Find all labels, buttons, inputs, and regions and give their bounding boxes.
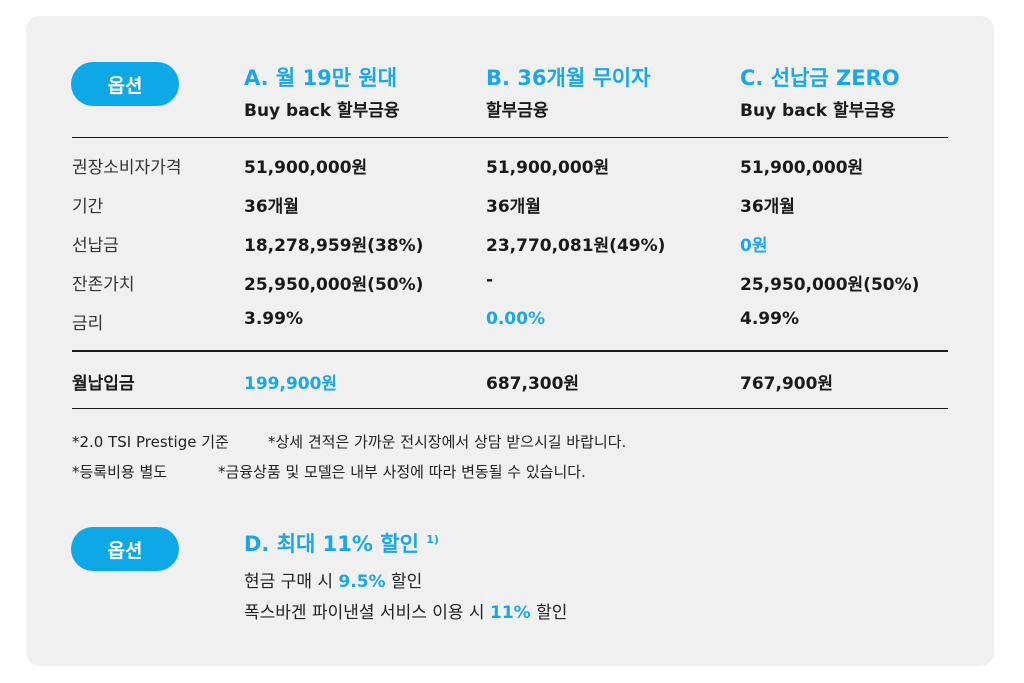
table-cell: 23,770,081원(49%) xyxy=(486,236,666,256)
table-cell: 0원 xyxy=(740,236,768,256)
discount-cash-line: 현금 구매 시 9.5% 할인 xyxy=(244,567,422,592)
table-cell: 36개월 xyxy=(486,197,541,217)
footnote-marker: 1) xyxy=(426,533,439,546)
note-consult: *상세 견적은 가까운 전시장에서 상담 받으시길 바랍니다. xyxy=(268,433,627,451)
table-cell: 18,278,959원(38%) xyxy=(244,236,424,256)
row-label-price: 권장소비자가격 xyxy=(72,158,182,178)
table-cell: - xyxy=(486,270,494,290)
table-cell: 4.99% xyxy=(740,309,799,329)
row-label-residual: 잔존가치 xyxy=(72,275,135,295)
discount-finance-text: 폭스바겐 파이낸셜 서비스 이용 시 xyxy=(244,603,490,623)
note-registration: *등록비용 별도 xyxy=(72,463,168,481)
note-model: *2.0 TSI Prestige 기준 xyxy=(72,433,229,451)
row-label-interest: 금리 xyxy=(72,314,104,334)
table-cell: 51,900,000원 xyxy=(740,158,864,178)
table-top-divider xyxy=(72,137,948,138)
table-cell: 25,950,000원(50%) xyxy=(740,275,920,295)
monthly-payment-a: 199,900원 xyxy=(244,374,338,394)
table-cell: 0.00% xyxy=(486,309,545,329)
option-c-title: C. 선납금 ZERO xyxy=(740,66,900,90)
discount-cash-rate: 9.5% xyxy=(338,572,386,592)
table-cell: 51,900,000원 xyxy=(486,158,610,178)
option-a-title: A. 월 19만 원대 xyxy=(244,66,398,90)
table-cell: 36개월 xyxy=(244,197,299,217)
option-b-title: B. 36개월 무이자 xyxy=(486,66,651,90)
discount-cash-suffix: 할인 xyxy=(385,572,423,592)
option-d-title-text: D. 최대 11% 할인 xyxy=(244,532,419,556)
row-label-term: 기간 xyxy=(72,197,104,217)
discount-cash-text: 현금 구매 시 xyxy=(244,572,339,592)
option-b-subtitle: 할부금융 xyxy=(486,101,549,121)
row-label-monthly: 월납입금 xyxy=(72,374,135,394)
financing-card xyxy=(26,16,994,666)
table-cell: 51,900,000원 xyxy=(244,158,368,178)
option-a-subtitle: Buy back 할부금융 xyxy=(244,101,400,121)
table-bottom-divider xyxy=(72,408,948,409)
table-cell: 25,950,000원(50%) xyxy=(244,275,424,295)
discount-finance-suffix: 할인 xyxy=(530,603,568,623)
option-d-badge[interactable]: 옵션 xyxy=(71,527,179,571)
table-cell: 36개월 xyxy=(740,197,795,217)
table-total-divider xyxy=(72,350,948,352)
option-badge[interactable]: 옵션 xyxy=(71,62,179,106)
discount-finance-line: 폭스바겐 파이낸셜 서비스 이용 시 11% 할인 xyxy=(244,598,567,623)
note-change: *금융상품 및 모델은 내부 사정에 따라 변동될 수 있습니다. xyxy=(218,463,586,481)
monthly-payment-b: 687,300원 xyxy=(486,374,580,394)
row-label-downpayment: 선납금 xyxy=(72,236,119,256)
discount-finance-rate: 11% xyxy=(489,603,531,623)
option-d-title: D. 최대 11% 할인 1) xyxy=(244,528,439,558)
table-cell: 3.99% xyxy=(244,309,303,329)
option-c-subtitle: Buy back 할부금융 xyxy=(740,101,896,121)
monthly-payment-c: 767,900원 xyxy=(740,374,834,394)
